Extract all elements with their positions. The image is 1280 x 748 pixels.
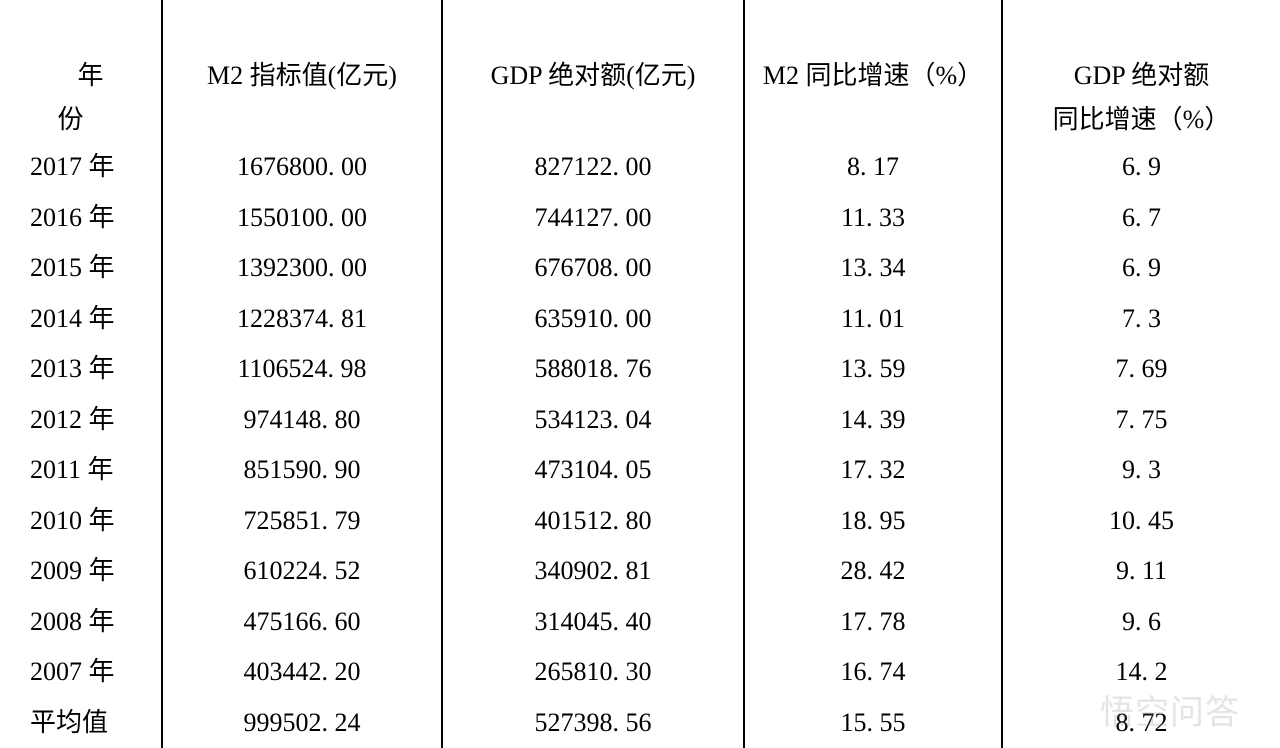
table-header-row: 年 份 M2 指标值(亿元) GDP 绝对额(亿元) M2 同比增速（%） GD… <box>0 0 1280 142</box>
col-header-gdp: GDP 绝对额(亿元) <box>442 0 744 142</box>
cell-gdp_growth: 8. 72 <box>1002 698 1280 748</box>
cell-gdp_growth: 7. 3 <box>1002 294 1280 345</box>
cell-year: 2016 年 <box>0 193 162 244</box>
table-row: 平均值999502. 24527398. 5615. 558. 72 <box>0 698 1280 748</box>
cell-gdp_growth: 9. 11 <box>1002 546 1280 597</box>
col-header-year: 年 份 <box>0 0 162 142</box>
cell-gdp: 534123. 04 <box>442 395 744 446</box>
cell-m2: 974148. 80 <box>162 395 442 446</box>
table-row: 2017 年1676800. 00827122. 008. 176. 9 <box>0 142 1280 193</box>
table-row: 2007 年403442. 20265810. 3016. 7414. 2 <box>0 647 1280 698</box>
cell-m2_growth: 13. 34 <box>744 243 1002 294</box>
table-row: 2015 年1392300. 00676708. 0013. 346. 9 <box>0 243 1280 294</box>
cell-year: 2014 年 <box>0 294 162 345</box>
cell-gdp: 527398. 56 <box>442 698 744 748</box>
cell-year: 2007 年 <box>0 647 162 698</box>
cell-gdp_growth: 6. 9 <box>1002 142 1280 193</box>
m2-gdp-table: 年 份 M2 指标值(亿元) GDP 绝对额(亿元) M2 同比增速（%） GD… <box>0 0 1280 748</box>
cell-gdp_growth: 9. 3 <box>1002 445 1280 496</box>
cell-gdp: 401512. 80 <box>442 496 744 547</box>
cell-m2_growth: 8. 17 <box>744 142 1002 193</box>
cell-m2: 1228374. 81 <box>162 294 442 345</box>
cell-gdp: 340902. 81 <box>442 546 744 597</box>
table-row: 2012 年974148. 80534123. 0414. 397. 75 <box>0 395 1280 446</box>
cell-year: 2010 年 <box>0 496 162 547</box>
cell-m2: 610224. 52 <box>162 546 442 597</box>
cell-gdp: 473104. 05 <box>442 445 744 496</box>
table-row: 2011 年851590. 90473104. 0517. 329. 3 <box>0 445 1280 496</box>
cell-year: 2009 年 <box>0 546 162 597</box>
cell-gdp_growth: 6. 7 <box>1002 193 1280 244</box>
table-row: 2016 年1550100. 00744127. 0011. 336. 7 <box>0 193 1280 244</box>
cell-m2: 851590. 90 <box>162 445 442 496</box>
cell-gdp_growth: 10. 45 <box>1002 496 1280 547</box>
col-header-m2: M2 指标值(亿元) <box>162 0 442 142</box>
cell-m2_growth: 13. 59 <box>744 344 1002 395</box>
cell-gdp: 744127. 00 <box>442 193 744 244</box>
cell-gdp_growth: 7. 69 <box>1002 344 1280 395</box>
cell-gdp: 827122. 00 <box>442 142 744 193</box>
cell-year: 2012 年 <box>0 395 162 446</box>
cell-gdp_growth: 6. 9 <box>1002 243 1280 294</box>
cell-m2: 999502. 24 <box>162 698 442 748</box>
cell-m2: 475166. 60 <box>162 597 442 648</box>
cell-gdp_growth: 7. 75 <box>1002 395 1280 446</box>
cell-m2_growth: 17. 78 <box>744 597 1002 648</box>
cell-year: 平均值 <box>0 698 162 748</box>
cell-year: 2008 年 <box>0 597 162 648</box>
cell-m2_growth: 11. 01 <box>744 294 1002 345</box>
cell-gdp: 314045. 40 <box>442 597 744 648</box>
cell-m2_growth: 11. 33 <box>744 193 1002 244</box>
table-body: 2017 年1676800. 00827122. 008. 176. 92016… <box>0 142 1280 748</box>
cell-gdp_growth: 14. 2 <box>1002 647 1280 698</box>
table-row: 2008 年475166. 60314045. 4017. 789. 6 <box>0 597 1280 648</box>
cell-gdp: 676708. 00 <box>442 243 744 294</box>
cell-m2_growth: 16. 74 <box>744 647 1002 698</box>
header-label: 年 份 <box>37 61 169 134</box>
cell-year: 2015 年 <box>0 243 162 294</box>
cell-year: 2017 年 <box>0 142 162 193</box>
table-row: 2010 年725851. 79401512. 8018. 9510. 45 <box>0 496 1280 547</box>
cell-gdp: 588018. 76 <box>442 344 744 395</box>
cell-m2_growth: 14. 39 <box>744 395 1002 446</box>
table-row: 2014 年1228374. 81635910. 0011. 017. 3 <box>0 294 1280 345</box>
table-row: 2009 年610224. 52340902. 8128. 429. 11 <box>0 546 1280 597</box>
cell-m2_growth: 18. 95 <box>744 496 1002 547</box>
data-table-container: 年 份 M2 指标值(亿元) GDP 绝对额(亿元) M2 同比增速（%） GD… <box>0 0 1280 742</box>
cell-m2: 1392300. 00 <box>162 243 442 294</box>
cell-year: 2013 年 <box>0 344 162 395</box>
header-label-line2: 同比增速（%） <box>1053 105 1231 134</box>
cell-m2: 725851. 79 <box>162 496 442 547</box>
table-row: 2013 年1106524. 98588018. 7613. 597. 69 <box>0 344 1280 395</box>
cell-gdp: 635910. 00 <box>442 294 744 345</box>
cell-m2: 1106524. 98 <box>162 344 442 395</box>
cell-year: 2011 年 <box>0 445 162 496</box>
cell-m2_growth: 17. 32 <box>744 445 1002 496</box>
cell-gdp_growth: 9. 6 <box>1002 597 1280 648</box>
cell-m2: 1550100. 00 <box>162 193 442 244</box>
col-header-gdp-growth: GDP 绝对额 同比增速（%） <box>1002 0 1280 142</box>
cell-gdp: 265810. 30 <box>442 647 744 698</box>
col-header-m2-growth: M2 同比增速（%） <box>744 0 1002 142</box>
cell-m2_growth: 28. 42 <box>744 546 1002 597</box>
cell-m2: 1676800. 00 <box>162 142 442 193</box>
header-label-line1: GDP 绝对额 <box>1074 61 1210 90</box>
cell-m2: 403442. 20 <box>162 647 442 698</box>
cell-m2_growth: 15. 55 <box>744 698 1002 748</box>
